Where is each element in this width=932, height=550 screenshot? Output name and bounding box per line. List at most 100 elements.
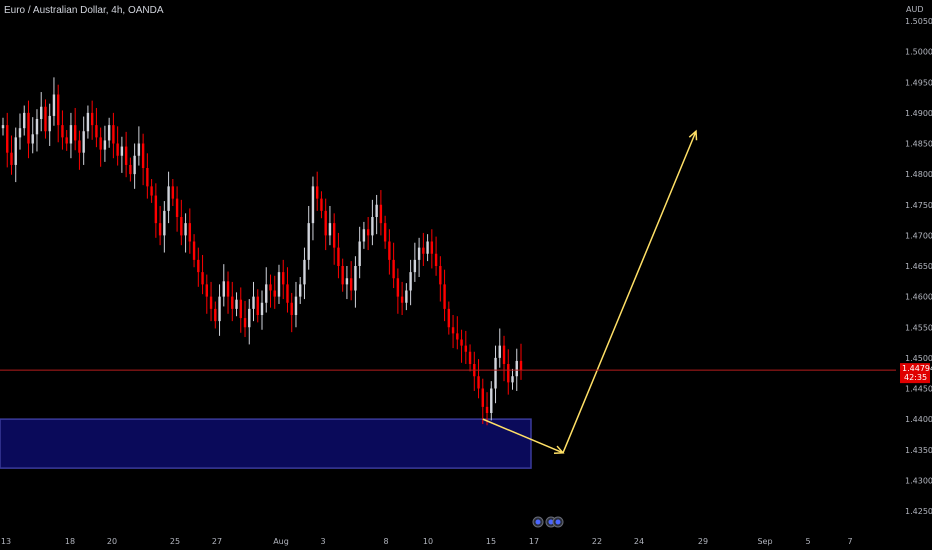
candle-body: [86, 112, 90, 132]
candle-body: [129, 164, 132, 175]
demand-zone-layer: [0, 418, 532, 469]
candle-body: [252, 296, 255, 309]
y-tick-label: 1.50500: [905, 17, 932, 26]
candle-body: [494, 357, 497, 389]
y-tick-label: 1.44000: [905, 415, 932, 424]
y-tick-label: 1.45500: [905, 323, 932, 332]
candle-body: [490, 388, 493, 413]
candle-body: [6, 125, 9, 153]
x-tick-label: 15: [486, 537, 496, 546]
candle-body: [35, 119, 39, 135]
candle-body: [27, 112, 30, 144]
candle-body: [315, 186, 319, 199]
candle-body: [226, 281, 230, 297]
candle-body: [197, 259, 200, 273]
candle-body: [383, 223, 387, 242]
candle-body: [52, 94, 56, 116]
x-tick-label: 20: [107, 537, 117, 546]
event-icon-2-dot: [548, 519, 554, 525]
candle-body: [124, 146, 128, 165]
projection-arrow-layer: [482, 129, 698, 455]
y-tick-label: 1.44500: [905, 385, 932, 394]
x-tick-label: 25: [170, 537, 180, 546]
candle-body: [14, 137, 17, 165]
x-tick-label: 17: [529, 537, 539, 546]
x-tick-label: 27: [212, 537, 222, 546]
candle-body: [235, 299, 238, 309]
candle-body: [498, 345, 501, 358]
x-tick-label: 10: [423, 537, 433, 546]
candle-body: [434, 253, 438, 266]
candle-body: [222, 281, 225, 297]
projection-arrow-up: [562, 130, 697, 454]
candle-body: [477, 376, 480, 389]
arrowhead-low: [553, 445, 565, 455]
candle-body: [31, 134, 34, 144]
candle-body: [392, 259, 395, 279]
price-tag-countdown: 42:35: [904, 373, 927, 382]
candle-body: [243, 318, 247, 328]
candle-body: [146, 168, 149, 187]
candle-body: [231, 296, 234, 309]
candle-body: [239, 299, 242, 319]
candle-body: [40, 106, 43, 119]
candle-body: [443, 284, 446, 309]
y-tick-label: 1.42500: [905, 507, 932, 516]
candle-body: [95, 125, 98, 138]
y-tick-label: 1.49500: [905, 78, 932, 87]
candle-body: [430, 241, 434, 254]
candle-body: [328, 223, 332, 236]
candle-body: [388, 241, 391, 260]
candle-body: [409, 272, 412, 291]
y-tick-label: 1.48000: [905, 170, 932, 179]
candle-body: [417, 247, 421, 260]
candle-body: [158, 223, 162, 236]
candle-body: [78, 140, 81, 153]
candle-body: [120, 146, 124, 156]
y-tick-label: 1.49000: [905, 109, 932, 118]
x-tick-label: 7: [847, 537, 852, 546]
candle-body: [269, 284, 272, 291]
candle-body: [354, 266, 357, 291]
candle-body: [282, 272, 285, 285]
candle-body: [426, 241, 429, 254]
currency-label: AUD: [906, 5, 924, 14]
candle-body: [371, 217, 374, 236]
candle-body: [464, 345, 468, 352]
candle-body: [511, 376, 514, 383]
candle-body: [112, 125, 115, 144]
candle-body: [345, 278, 349, 285]
candle-body: [400, 296, 404, 303]
candle-body: [519, 360, 523, 371]
candle-body: [214, 308, 217, 322]
candle-body: [48, 115, 51, 132]
candle-body: [256, 296, 259, 315]
candle-body: [201, 272, 204, 285]
candle-body: [175, 198, 179, 217]
candle-body: [171, 186, 175, 199]
candle-body: [184, 223, 187, 236]
candle-body: [73, 125, 77, 141]
candle-body: [299, 284, 302, 297]
candle-body: [265, 284, 268, 303]
x-tick-label: 24: [634, 537, 644, 546]
candles-layer: [1, 77, 523, 426]
candle-body: [515, 360, 518, 377]
y-tick-label: 1.48500: [905, 140, 932, 149]
candle-body: [133, 155, 136, 175]
candle-body: [439, 266, 442, 285]
candle-body: [163, 210, 166, 236]
candle-body: [447, 308, 451, 328]
candle-body: [456, 333, 459, 340]
chart-title: Euro / Australian Dollar, 4h, OANDA: [4, 5, 164, 16]
candle-body: [99, 137, 102, 150]
candle-body: [103, 140, 107, 150]
candle-body: [451, 327, 455, 334]
y-tick-label: 1.47000: [905, 231, 932, 240]
x-tick-label: 8: [383, 537, 388, 546]
candle-body: [303, 259, 306, 285]
candle-body: [294, 296, 298, 315]
candle-body: [209, 296, 213, 309]
x-tick-label: 18: [65, 537, 75, 546]
